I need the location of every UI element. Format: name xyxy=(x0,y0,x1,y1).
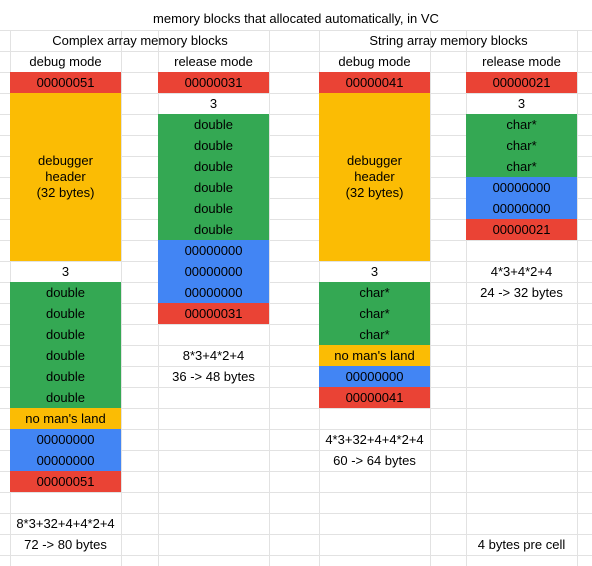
complex-release-double-cell: double xyxy=(158,114,269,135)
string-release-zero-cell: 00000000 xyxy=(466,177,577,198)
grid-line xyxy=(0,198,592,199)
grid-line xyxy=(0,345,592,346)
grid-line xyxy=(0,408,592,409)
string-release-char-ptr-cell: char* xyxy=(466,156,577,177)
complex-debug-count: 3 xyxy=(61,264,70,279)
debugger-header-line: (32 bytes) xyxy=(345,185,404,200)
complex-release-double-cell: double xyxy=(158,219,269,240)
complex-debug-double-cell: double xyxy=(10,345,121,366)
complex-release-double-cell: double xyxy=(158,156,269,177)
grid-line xyxy=(0,219,592,220)
complex-release-double-cell: double xyxy=(158,198,269,219)
grid-line xyxy=(0,513,592,514)
complex-release-count: 3 xyxy=(209,96,218,111)
complex-debug-size: 72 -> 80 bytes xyxy=(24,537,107,552)
complex-debug-zero-cell: 00000000 xyxy=(10,429,121,450)
complex-debug-header: debug mode xyxy=(29,54,102,69)
grid-line xyxy=(0,282,592,283)
string-debug-char-ptr-cell: char* xyxy=(319,282,430,303)
string-array-header: String array memory blocks xyxy=(369,33,528,48)
grid-line xyxy=(577,30,578,566)
string-debug-debugger-header: debugger header (32 bytes) xyxy=(319,93,430,261)
debugger-header-line: header xyxy=(45,169,86,184)
string-debug-zero-cell: 00000000 xyxy=(319,366,430,387)
string-release-char-ptr-cell: char* xyxy=(466,114,577,135)
complex-debug-no-mans-land: no man's land xyxy=(10,408,121,429)
grid-line xyxy=(0,492,592,493)
string-release-header: release mode xyxy=(482,54,561,69)
complex-array-header: Complex array memory blocks xyxy=(52,33,228,48)
complex-debug-double-cell: double xyxy=(10,303,121,324)
grid-line xyxy=(0,303,592,304)
debugger-header-line: (32 bytes) xyxy=(36,185,95,200)
complex-debug-double-cell: double xyxy=(10,366,121,387)
string-release-char-ptr-cell: char* xyxy=(466,135,577,156)
string-debug-start-marker: 00000041 xyxy=(319,72,430,93)
complex-release-zero-cell: 00000000 xyxy=(158,261,269,282)
grid-line xyxy=(0,366,592,367)
string-debug-size: 60 -> 64 bytes xyxy=(333,453,416,468)
grid-line xyxy=(0,324,592,325)
string-debug-formula: 4*3+32+4+4*2+4 xyxy=(325,432,424,447)
complex-release-double-cell: double xyxy=(158,177,269,198)
complex-debug-end-marker: 00000051 xyxy=(10,471,121,492)
debugger-header-line: debugger xyxy=(347,153,402,168)
string-debug-count: 3 xyxy=(370,264,379,279)
string-release-start-marker: 00000021 xyxy=(466,72,577,93)
string-debug-char-ptr-cell: char* xyxy=(319,324,430,345)
complex-release-zero-cell: 00000000 xyxy=(158,282,269,303)
string-release-zero-cell: 00000000 xyxy=(466,198,577,219)
string-release-size: 24 -> 32 bytes xyxy=(480,285,563,300)
complex-debug-debugger-header: debugger header (32 bytes) xyxy=(10,93,121,261)
grid-line xyxy=(0,114,592,115)
debugger-header-line: debugger xyxy=(38,153,93,168)
complex-release-formula: 8*3+4*2+4 xyxy=(182,348,245,363)
grid-line xyxy=(0,93,592,94)
complex-release-header: release mode xyxy=(174,54,253,69)
grid-line xyxy=(0,135,592,136)
grid-line xyxy=(269,30,270,566)
complex-release-double-cell: double xyxy=(158,135,269,156)
string-release-count: 3 xyxy=(517,96,526,111)
complex-debug-double-cell: double xyxy=(10,324,121,345)
complex-release-end-marker: 00000031 xyxy=(158,303,269,324)
grid-line xyxy=(0,51,592,52)
grid-line xyxy=(430,30,431,566)
debugger-header-line: header xyxy=(354,169,395,184)
grid-line xyxy=(0,387,592,388)
grid-line xyxy=(121,30,122,566)
grid-line xyxy=(0,156,592,157)
grid-line xyxy=(0,534,592,535)
complex-release-size: 36 -> 48 bytes xyxy=(172,369,255,384)
string-release-formula: 4*3+4*2+4 xyxy=(490,264,553,279)
grid-line xyxy=(0,240,592,241)
grid-line xyxy=(0,72,592,73)
grid-line xyxy=(0,429,592,430)
string-debug-no-mans-land: no man's land xyxy=(319,345,430,366)
cell-size-note: 4 bytes pre cell xyxy=(477,537,566,552)
complex-debug-start-marker: 00000051 xyxy=(10,72,121,93)
grid-line xyxy=(0,177,592,178)
grid-line xyxy=(0,450,592,451)
grid-line xyxy=(466,30,467,566)
complex-debug-zero-cell: 00000000 xyxy=(10,450,121,471)
complex-debug-double-cell: double xyxy=(10,387,121,408)
page-title: memory blocks that allocated automatical… xyxy=(153,11,439,26)
grid-line xyxy=(0,471,592,472)
grid-line xyxy=(0,555,592,556)
complex-debug-formula: 8*3+32+4+4*2+4 xyxy=(16,516,115,531)
complex-release-zero-cell: 00000000 xyxy=(158,240,269,261)
grid-line xyxy=(0,30,592,31)
string-debug-header: debug mode xyxy=(338,54,411,69)
string-debug-end-marker: 00000041 xyxy=(319,387,430,408)
string-release-end-marker: 00000021 xyxy=(466,219,577,240)
string-debug-char-ptr-cell: char* xyxy=(319,303,430,324)
grid-line xyxy=(0,261,592,262)
complex-release-start-marker: 00000031 xyxy=(158,72,269,93)
complex-debug-double-cell: double xyxy=(10,282,121,303)
